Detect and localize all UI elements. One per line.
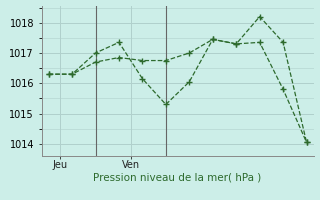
X-axis label: Pression niveau de la mer( hPa ): Pression niveau de la mer( hPa ) [93,173,262,183]
